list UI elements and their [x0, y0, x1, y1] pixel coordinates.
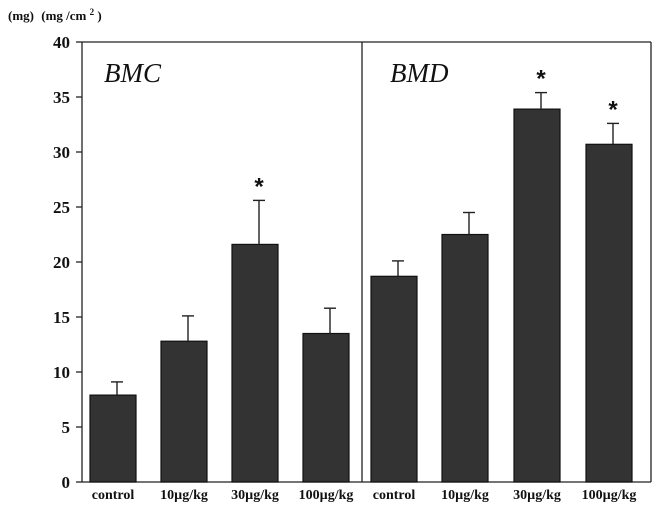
y-tick-label: 30 — [53, 143, 70, 162]
panel-title-bmd: BMD — [390, 58, 449, 88]
y-tick-label: 20 — [53, 253, 70, 272]
bar — [370, 275, 418, 483]
unit-close-paren: ) — [97, 8, 101, 23]
significance-mark: * — [536, 66, 546, 93]
x-category-label: 10µg/kg — [441, 488, 489, 503]
unit-mg-cm: (mg /cm — [41, 8, 86, 23]
unit-superscript: 2 — [90, 7, 95, 17]
x-category-label: 10µg/kg — [160, 488, 208, 503]
x-category-label: control — [373, 488, 416, 503]
x-category-label: 100µg/kg — [582, 488, 637, 503]
y-tick-label: 40 — [53, 33, 70, 52]
unit-mg: (mg) — [8, 8, 34, 23]
bar — [160, 340, 208, 483]
y-tick-label: 5 — [62, 418, 71, 437]
x-category-label: control — [92, 488, 135, 503]
y-tick-label: 15 — [53, 308, 70, 327]
bar — [513, 108, 561, 483]
significance-mark: * — [608, 96, 618, 123]
x-category-label: 30µg/kg — [513, 488, 561, 503]
bar — [89, 394, 137, 483]
panel-title-bmc: BMC — [104, 58, 162, 88]
bar — [302, 332, 350, 483]
plot-area: 0 5 10 15 20 25 30 35 40 BMC control 10µg/kg * 30µg/k… — [53, 33, 652, 503]
y-tick-label: 10 — [53, 363, 70, 382]
y-tick-label: 25 — [53, 198, 70, 217]
x-category-label: 30µg/kg — [231, 488, 279, 503]
bar — [231, 243, 279, 483]
bar — [585, 143, 633, 483]
significance-mark: * — [254, 173, 264, 200]
y-unit-label: (mg) (mg /cm 2 ) — [8, 3, 102, 23]
bar — [441, 233, 489, 483]
y-tick-label: 35 — [53, 88, 70, 107]
y-tick-label: 0 — [62, 473, 71, 492]
x-category-label: 100µg/kg — [299, 488, 354, 503]
